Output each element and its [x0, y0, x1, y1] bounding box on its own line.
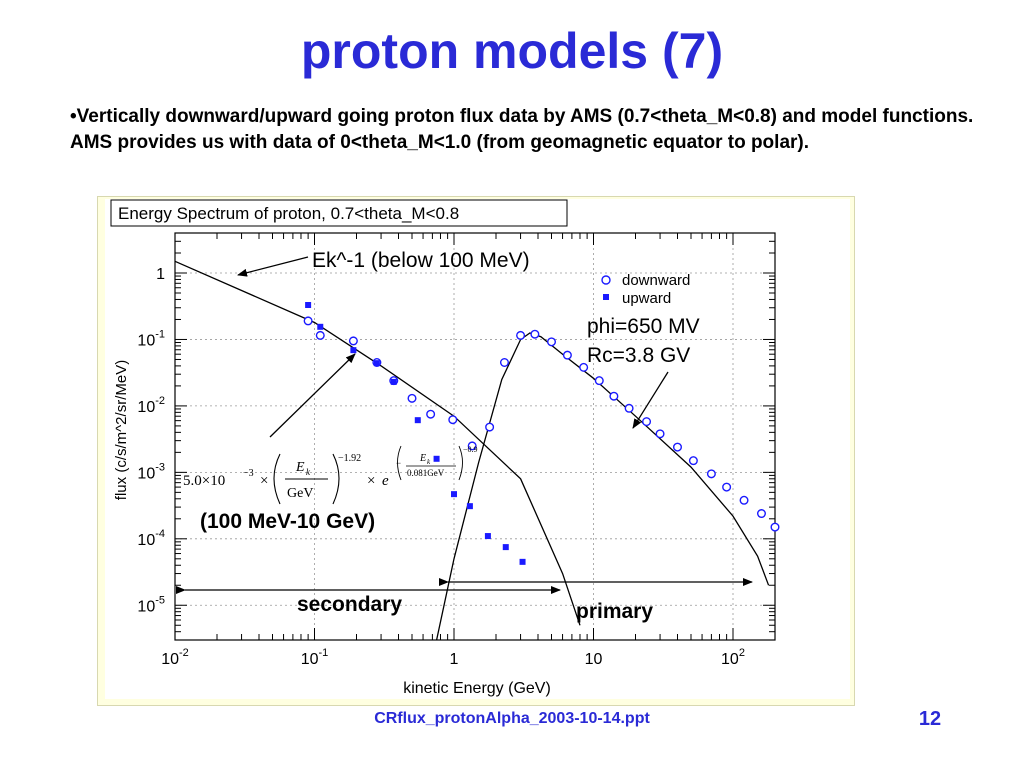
secondary-label: secondary [297, 593, 402, 616]
x-tick-label: 1 [450, 651, 459, 668]
point-upward [305, 302, 312, 309]
formula-power: −1.92 [338, 453, 361, 464]
formula-coefficient-exp: −3 [243, 468, 254, 479]
point-downward [706, 469, 716, 479]
slide-footer-filename: CRflux_protonAlpha_2003-10-14.ppt [374, 710, 650, 727]
point-downward [315, 330, 325, 340]
plot-canvas [105, 199, 850, 699]
grid-lines [175, 233, 775, 640]
formula-exp-left-paren [397, 445, 402, 481]
point-downward [624, 403, 634, 413]
point-downward [348, 336, 358, 346]
point-downward [655, 429, 665, 439]
slide-page-number: 12 [918, 708, 942, 730]
formula-denominator: GeV [287, 486, 313, 501]
y-tick-label: 10-2 [137, 395, 165, 416]
x-tick-label: 10-2 [161, 647, 189, 668]
point-downward [407, 393, 417, 403]
point-downward [642, 417, 652, 427]
plot-area [174, 232, 776, 641]
formula-exp-dash: − [396, 458, 401, 468]
formula-numerator-sub: k [306, 467, 311, 477]
point-downward [579, 362, 589, 372]
x-tick-label: 102 [721, 647, 745, 668]
point-upward [414, 417, 421, 424]
point-downward [448, 415, 458, 425]
y-tick-label: 1 [156, 266, 165, 283]
point-upward [484, 533, 491, 540]
point-upward [390, 378, 397, 385]
point-downward [722, 482, 732, 492]
point-downward [562, 350, 572, 360]
formula-e: e [382, 473, 389, 489]
point-downward [756, 509, 766, 519]
point-downward [688, 456, 698, 466]
data-points [303, 302, 780, 565]
formula-times-2: × [367, 473, 375, 489]
y-tick-label: 10-4 [137, 528, 165, 549]
point-downward [609, 391, 619, 401]
point-downward [426, 409, 436, 419]
point-downward [672, 442, 682, 452]
point-downward [530, 329, 540, 339]
slide-bullet-text: •Vertically downward/upward going proton… [70, 106, 974, 153]
point-downward [739, 495, 749, 505]
slide-title: proton models (7) [300, 23, 724, 79]
y-tick-label: 10-1 [137, 328, 165, 349]
formula-times-1: × [260, 473, 268, 489]
chart-title-box [110, 199, 568, 227]
formula-left-paren [273, 453, 281, 505]
model-curve-1 [174, 260, 581, 626]
point-downward [547, 337, 557, 347]
point-upward [373, 360, 380, 367]
point-upward [451, 491, 458, 498]
formula-exp-right-paren [458, 445, 463, 481]
point-upward [317, 323, 324, 330]
axis-ticks [174, 232, 776, 641]
formula-coefficient: 5.0×10 [183, 473, 225, 489]
rc-label: Rc=3.8 GV [587, 344, 690, 367]
model-formula: 5.0×10 −3 × E k GeV −1.92 × e − E k 0.08… [183, 445, 478, 505]
point-downward [516, 330, 526, 340]
point-downward [485, 422, 495, 432]
model-arrow [269, 353, 356, 438]
formula-exp-power: −0.9 [463, 445, 478, 454]
legend-label-upward: upward [622, 290, 671, 307]
y-tick-label: 10-5 [137, 594, 165, 615]
formula-numerator: E [295, 460, 305, 475]
x-axis-label: kinetic Energy (GeV) [403, 680, 551, 697]
legend-marker-downward [601, 275, 611, 285]
y-axis-label: flux (c/s/m^2/sr/MeV) [113, 360, 130, 500]
legend: downward upward [601, 272, 690, 307]
point-downward [303, 316, 313, 326]
legend-label-downward: downward [622, 272, 690, 289]
ek-arrow [237, 256, 309, 277]
point-upward [466, 503, 473, 510]
chart-title: Energy Spectrum of proton, 0.7<theta_M<0… [118, 204, 459, 223]
formula-exp-numerator: E [419, 453, 426, 464]
formula-exp-numerator-sub: k [427, 458, 431, 466]
point-downward [499, 358, 509, 368]
primary-label: primary [576, 600, 653, 623]
legend-marker-upward [603, 294, 609, 300]
model-range-label: (100 MeV-10 GeV) [200, 510, 375, 533]
x-tick-label: 10-1 [301, 647, 329, 668]
point-upward [433, 455, 440, 462]
point-upward [502, 544, 509, 551]
formula-exp-denominator: 0.081GeV [407, 468, 445, 478]
formula-right-paren [332, 453, 340, 505]
ek-power-label: Ek^-1 (below 100 MeV) [312, 249, 530, 272]
phi-label: phi=650 MV [587, 315, 700, 338]
y-tick-label: 10-3 [137, 461, 165, 482]
point-downward [467, 441, 477, 451]
x-tick-label: 10 [585, 651, 603, 668]
point-downward [594, 376, 604, 386]
tick-labels: 10-2 10-1 1 10 102 1 10-1 10-2 10-3 10-4 10-5 [137, 266, 745, 668]
point-downward [770, 522, 780, 532]
phi-arrow [632, 371, 669, 429]
point-upward [519, 558, 526, 565]
point-upward [350, 347, 357, 354]
